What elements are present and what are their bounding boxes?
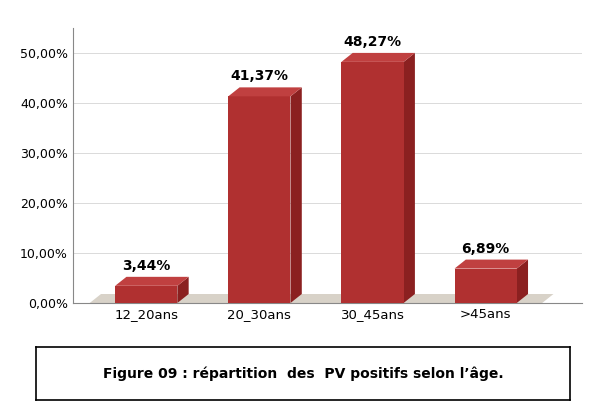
Text: 41,37%: 41,37% [230,69,288,83]
Bar [454,269,517,303]
Polygon shape [341,53,415,62]
Polygon shape [90,294,553,303]
Text: 48,27%: 48,27% [344,35,402,49]
Polygon shape [115,277,188,286]
Legend: fréquence%: fréquence% [273,364,381,379]
Bar [341,62,404,303]
Text: 6,89%: 6,89% [462,242,510,256]
Polygon shape [517,260,528,303]
Bar [115,286,178,303]
Text: 3,44%: 3,44% [122,259,170,273]
Polygon shape [228,87,302,97]
Text: Figure 09 : répartition  des  PV positifs selon l’âge.: Figure 09 : répartition des PV positifs … [102,366,504,381]
Polygon shape [404,53,415,303]
Polygon shape [290,87,302,303]
Polygon shape [178,277,188,303]
Polygon shape [454,260,528,269]
Bar [228,97,290,303]
